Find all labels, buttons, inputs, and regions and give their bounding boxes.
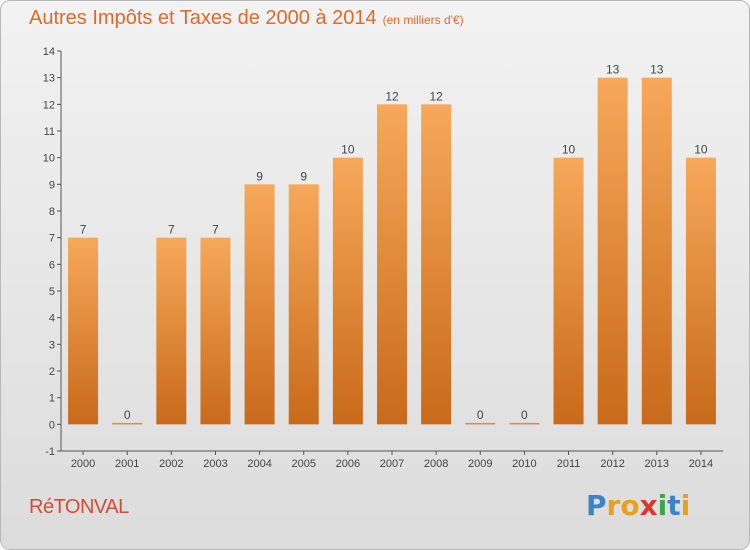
y-tick-label: 1 bbox=[49, 393, 55, 405]
bar-2000[interactable] bbox=[68, 237, 99, 425]
y-tick-label: 0 bbox=[49, 419, 55, 431]
y-tick-label: 10 bbox=[43, 153, 55, 165]
y-tick-label: 12 bbox=[43, 99, 55, 111]
bar-2011[interactable] bbox=[553, 157, 584, 425]
x-tick-label-2008: 2008 bbox=[424, 458, 448, 470]
x-tick-label-2005: 2005 bbox=[291, 458, 315, 470]
y-tick-label: 4 bbox=[49, 313, 55, 325]
x-tick-label-2004: 2004 bbox=[247, 458, 271, 470]
y-tick-label: 9 bbox=[49, 179, 55, 191]
proxiti-logo[interactable]: Proxiti bbox=[586, 489, 691, 522]
bar-2005[interactable] bbox=[288, 184, 319, 425]
value-label-2005: 9 bbox=[300, 169, 307, 183]
x-tick-label-2011: 2011 bbox=[557, 458, 581, 470]
bar-2003[interactable] bbox=[200, 237, 231, 425]
x-tick-label-2000: 2000 bbox=[71, 458, 95, 470]
y-tick-label: 7 bbox=[49, 233, 55, 245]
chart-title-text: Autres Impôts et Taxes de 2000 à 2014 bbox=[29, 7, 377, 29]
x-tick-label-2013: 2013 bbox=[645, 458, 669, 470]
value-label-2007: 12 bbox=[385, 89, 399, 103]
value-label-2014: 10 bbox=[694, 143, 708, 157]
bar-2004[interactable] bbox=[244, 184, 275, 425]
bars bbox=[68, 77, 716, 425]
y-tick-label: 5 bbox=[49, 286, 55, 298]
y-tick-label: 13 bbox=[43, 73, 55, 85]
y-tick-label: 11 bbox=[44, 126, 55, 138]
bar-2008[interactable] bbox=[421, 104, 452, 425]
bar-2010[interactable] bbox=[509, 422, 540, 425]
value-label-2009: 0 bbox=[477, 408, 484, 422]
bar-2009[interactable] bbox=[465, 422, 496, 425]
bar-2014[interactable] bbox=[685, 157, 716, 425]
bar-2013[interactable] bbox=[641, 77, 672, 425]
bar-2007[interactable] bbox=[377, 104, 407, 425]
data-labels: 7 0 7 7 9 9 10 12 12 0 0 10 13 13 10 bbox=[80, 63, 708, 422]
x-tick-label-2002: 2002 bbox=[159, 458, 183, 470]
y-tick-label: 3 bbox=[49, 339, 55, 351]
value-label-2003: 7 bbox=[212, 223, 219, 237]
commune-name: RéTONVAL bbox=[29, 496, 129, 518]
value-label-2013: 13 bbox=[650, 63, 664, 77]
y-tick-label: 6 bbox=[49, 259, 55, 271]
bar-2001[interactable] bbox=[112, 422, 143, 425]
bar-2002[interactable] bbox=[156, 237, 187, 425]
chart-unit: (en milliers d'€) bbox=[382, 13, 464, 27]
chart-title: Autres Impôts et Taxes de 2000 à 2014 (en… bbox=[29, 7, 464, 30]
x-tick-label-2009: 2009 bbox=[468, 458, 492, 470]
value-label-2012: 13 bbox=[606, 63, 620, 77]
value-label-2006: 10 bbox=[341, 143, 355, 157]
value-label-2010: 0 bbox=[521, 408, 528, 422]
value-label-2001: 0 bbox=[124, 408, 131, 422]
value-label-2004: 9 bbox=[256, 169, 263, 183]
y-tick-label: 8 bbox=[49, 206, 55, 218]
value-label-2002: 7 bbox=[168, 223, 175, 237]
bar-2006[interactable] bbox=[332, 157, 363, 425]
y-tick-label: -1 bbox=[45, 446, 55, 458]
x-tick-label-2012: 2012 bbox=[600, 458, 624, 470]
x-tick-label-2010: 2010 bbox=[512, 458, 536, 470]
x-tick-label-2003: 2003 bbox=[203, 458, 227, 470]
value-label-2011: 10 bbox=[562, 143, 576, 157]
x-tick-label-2007: 2007 bbox=[380, 458, 404, 470]
x-tick-label-2006: 2006 bbox=[336, 458, 360, 470]
bar-2012[interactable] bbox=[597, 77, 628, 425]
value-label-2000: 7 bbox=[80, 223, 87, 237]
y-tick-label: 14 bbox=[43, 46, 55, 58]
value-label-2008: 12 bbox=[429, 89, 443, 103]
x-tick-label-2014: 2014 bbox=[689, 458, 713, 470]
x-tick-label-2001: 2001 bbox=[115, 458, 139, 470]
y-tick-label: 2 bbox=[49, 366, 55, 378]
